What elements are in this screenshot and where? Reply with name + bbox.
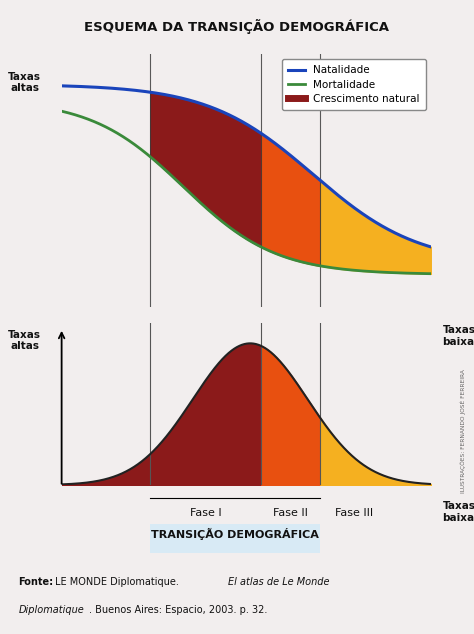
Text: El atlas de Le Monde: El atlas de Le Monde <box>228 577 329 587</box>
Text: Fase I: Fase I <box>190 508 222 517</box>
Text: Diplomatique: Diplomatique <box>18 605 84 616</box>
Text: Taxas
baixas: Taxas baixas <box>442 325 474 347</box>
Text: Fase III: Fase III <box>335 508 373 517</box>
Text: ILUSTRAÇÕES: FERNANDO JOSÉ FERREIRA: ILUSTRAÇÕES: FERNANDO JOSÉ FERREIRA <box>460 369 466 493</box>
Text: Fonte:: Fonte: <box>18 577 54 587</box>
Text: Taxas
baixas: Taxas baixas <box>442 501 474 523</box>
Text: . Buenos Aires: Espacio, 2003. p. 32.: . Buenos Aires: Espacio, 2003. p. 32. <box>89 605 267 616</box>
Legend: Natalidade, Mortalidade, Crescimento natural: Natalidade, Mortalidade, Crescimento nat… <box>282 59 426 110</box>
Text: LE MONDE Diplomatique.: LE MONDE Diplomatique. <box>55 577 179 587</box>
Text: ESQUEMA DA TRANSIÇÃO DEMOGRÁFICA: ESQUEMA DA TRANSIÇÃO DEMOGRÁFICA <box>84 18 390 34</box>
FancyBboxPatch shape <box>150 524 320 553</box>
Text: Taxas
altas: Taxas altas <box>8 72 41 93</box>
Text: Taxas
altas: Taxas altas <box>8 330 41 351</box>
Text: TRANSIÇÃO DEMOGRÁFICA: TRANSIÇÃO DEMOGRÁFICA <box>152 527 319 540</box>
Text: Fase II: Fase II <box>273 508 308 517</box>
